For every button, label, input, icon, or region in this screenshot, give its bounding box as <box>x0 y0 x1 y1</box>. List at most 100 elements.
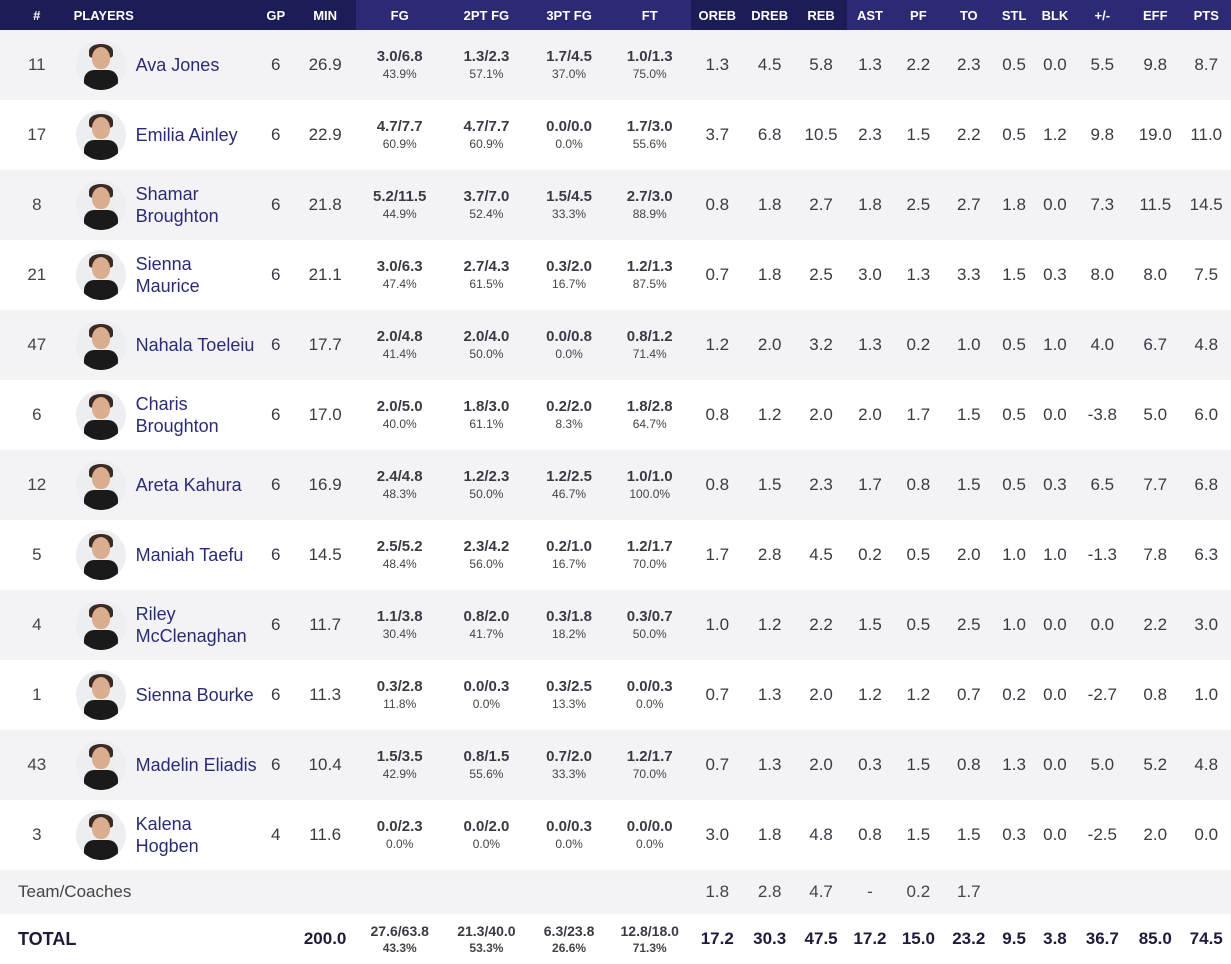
player-name-line[interactable]: Charis <box>135 394 188 414</box>
player-pf: 1.7 <box>906 405 931 424</box>
player-name-link[interactable]: Emilia Ainley <box>136 124 238 146</box>
player-cell[interactable]: Ava Jones <box>74 30 257 100</box>
total-fg: 27.6/63.8 43.3% <box>356 914 444 964</box>
player-name-link[interactable]: Areta Kahura <box>136 474 242 496</box>
fg3-made-att: 0.2/2.0 <box>546 398 592 415</box>
player-3pt-fg: 1.5/4.5 33.3% <box>529 170 609 240</box>
player-name-line[interactable]: Kalena Hogben <box>135 814 199 856</box>
player-ft: 0.8/1.2 71.4% <box>609 310 691 380</box>
player-name-line[interactable]: Riley <box>135 604 176 624</box>
player-stl: 0.5 <box>1002 335 1026 354</box>
player-name-line[interactable]: Shamar <box>135 184 199 204</box>
header-fg[interactable]: FG <box>355 0 444 30</box>
player-cell[interactable]: Emilia Ainley <box>74 100 257 170</box>
header-players[interactable]: PLAYERS <box>73 0 258 30</box>
player-avatar[interactable] <box>75 810 126 860</box>
player-2pt-fg: 1.2/2.3 50.0% <box>444 450 530 520</box>
player-cell[interactable]: Madelin Eliadis <box>74 730 257 800</box>
fg2-made-att: 2.3/4.2 <box>463 538 510 555</box>
player-cell[interactable]: Shamar Broughton <box>74 170 257 240</box>
player-stl: 1.0 <box>1002 615 1026 634</box>
player-name-link[interactable]: Madelin Eliadis <box>136 754 257 776</box>
fg-made-att: 2.0/5.0 <box>376 398 423 415</box>
fg3-made-att: 0.0/0.8 <box>546 328 592 345</box>
player-reb: 4.8 <box>809 825 833 844</box>
player-min: 21.1 <box>308 265 342 284</box>
player-ast: 2.3 <box>858 125 882 144</box>
fg-made-att: 2.0/4.8 <box>376 328 423 345</box>
player-name-line[interactable]: Maurice <box>135 276 200 296</box>
team-ast: - <box>867 882 873 901</box>
header-to[interactable]: TO <box>943 0 994 30</box>
header-min[interactable]: MIN <box>294 0 356 30</box>
header-2pt-fg[interactable]: 2PT FG <box>443 0 530 30</box>
total-3pt-made-att: 6.3/23.8 <box>543 923 595 939</box>
player-name-line[interactable]: Broughton <box>135 416 219 436</box>
player-avatar[interactable] <box>75 530 126 580</box>
player-name-line[interactable]: Areta Kahura <box>135 475 242 495</box>
player-avatar[interactable] <box>75 320 126 370</box>
player-avatar[interactable] <box>75 600 126 650</box>
player-avatar[interactable] <box>75 670 126 720</box>
player-cell[interactable]: Sienna Bourke <box>74 660 257 730</box>
player-name-line[interactable]: Nahala Toeleiu <box>135 335 255 355</box>
player-name-link[interactable]: Ava Jones <box>136 54 220 76</box>
header-reb[interactable]: REB <box>795 0 847 30</box>
player-pts: 0.0 <box>1194 825 1219 844</box>
ft-made-att: 0.0/0.3 <box>626 678 673 695</box>
header-stl[interactable]: STL <box>993 0 1035 30</box>
player-name-line[interactable]: Sienna Bourke <box>135 685 254 705</box>
header-num[interactable]: # <box>0 0 74 30</box>
header-ft[interactable]: FT <box>608 0 691 30</box>
player-cell[interactable]: Nahala Toeleiu <box>74 310 257 380</box>
header-oreb[interactable]: OREB <box>690 0 744 30</box>
header-pts[interactable]: PTS <box>1181 0 1231 30</box>
player-dreb: 1.8 <box>757 265 782 284</box>
player-name-line[interactable]: Broughton <box>135 206 219 226</box>
player-name-link[interactable]: Nahala Toeleiu <box>136 334 255 356</box>
player-avatar[interactable] <box>75 180 126 230</box>
player-name-line[interactable]: Emilia Ainley <box>135 125 238 145</box>
player-name-line[interactable]: Sienna <box>135 254 192 274</box>
player-eff: 7.8 <box>1143 545 1168 564</box>
header-plus-minus[interactable]: +/- <box>1075 0 1130 30</box>
player-avatar[interactable] <box>75 740 126 790</box>
player-3pt-fg: 1.2/2.5 46.7% <box>529 450 609 520</box>
player-name-line[interactable]: Maniah Taefu <box>135 545 244 565</box>
player-blk: 0.0 <box>1043 195 1067 214</box>
player-avatar[interactable] <box>75 250 126 300</box>
fg3-made-att: 0.2/1.0 <box>546 538 592 555</box>
player-cell[interactable]: Charis Broughton <box>74 380 257 450</box>
player-cell[interactable]: Kalena Hogben <box>74 800 257 870</box>
player-cell[interactable]: Maniah Taefu <box>74 520 257 590</box>
player-name-link[interactable]: Charis Broughton <box>136 393 219 437</box>
player-cell[interactable]: Sienna Maurice <box>74 240 257 310</box>
player-cell[interactable]: Riley McClenaghan <box>74 590 257 660</box>
header-dreb[interactable]: DREB <box>743 0 796 30</box>
player-name-line[interactable]: Madelin Eliadis <box>135 755 257 775</box>
player-name-link[interactable]: Kalena Hogben <box>136 813 257 857</box>
player-cell[interactable]: Areta Kahura <box>74 450 257 520</box>
header-eff[interactable]: EFF <box>1129 0 1182 30</box>
player-gp: 6 <box>270 475 281 494</box>
player-name-line[interactable]: McClenaghan <box>135 626 247 646</box>
player-avatar[interactable] <box>75 40 126 90</box>
header-pf[interactable]: PF <box>893 0 944 30</box>
player-name-link[interactable]: Shamar Broughton <box>136 183 219 227</box>
player-name-link[interactable]: Maniah Taefu <box>136 544 244 566</box>
header-blk[interactable]: BLK <box>1034 0 1076 30</box>
player-avatar[interactable] <box>75 110 126 160</box>
header-gp[interactable]: GP <box>257 0 295 30</box>
player-avatar[interactable] <box>75 390 126 440</box>
header-ast[interactable]: AST <box>846 0 894 30</box>
player-name-link[interactable]: Sienna Maurice <box>136 253 200 297</box>
player-2pt-fg: 0.0/0.3 0.0% <box>444 660 530 730</box>
player-name-link[interactable]: Riley McClenaghan <box>136 603 247 647</box>
total-fg-pct: 43.3% <box>382 941 417 955</box>
header-3pt-fg[interactable]: 3PT FG <box>529 0 609 30</box>
player-avatar[interactable] <box>75 460 126 510</box>
player-name-link[interactable]: Sienna Bourke <box>136 684 254 706</box>
player-name-line[interactable]: Ava Jones <box>135 55 220 75</box>
player-fg: 0.0/2.3 0.0% <box>356 800 444 870</box>
player-pf: 1.5 <box>906 125 931 144</box>
